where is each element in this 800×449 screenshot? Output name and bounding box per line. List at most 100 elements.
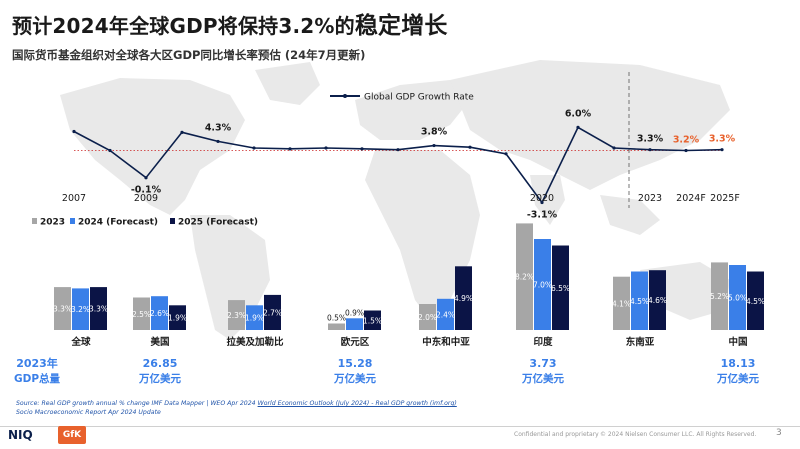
group-label-0: 全球 xyxy=(70,336,91,348)
gdp-point-2021 xyxy=(576,125,580,129)
gdp-total-value-4: 18.13 xyxy=(721,357,756,370)
source-note: Source: Real GDP growth annual % change … xyxy=(16,400,457,416)
gdp-point-2008 xyxy=(108,148,112,153)
group-label-7: 中国 xyxy=(728,336,747,348)
gdp-point-2020 xyxy=(540,200,544,205)
gdp-point-2011 xyxy=(216,139,220,144)
bar-3-0 xyxy=(328,323,345,330)
bar-0-1 xyxy=(72,288,89,330)
bar-3-2 xyxy=(364,310,381,330)
gdp-point-2019 xyxy=(504,152,508,156)
bar-label-5-1: 7.0% xyxy=(533,281,552,290)
gdp-total-unit-4: 万亿美元 xyxy=(716,372,759,385)
gdp-point-2007 xyxy=(72,129,76,134)
gdp-total-unit-1: 万亿美元 xyxy=(138,372,181,385)
gdp-point-2015 xyxy=(360,147,364,151)
group-label-3: 欧元区 xyxy=(341,336,370,348)
bar-label-2-2: 2.7% xyxy=(263,308,282,317)
bar-label-7-2: 4.5% xyxy=(746,297,765,306)
bar-legend-label-2: 2025 (Forecast) xyxy=(178,218,258,228)
gfk-logo: GfK xyxy=(58,426,86,444)
bar-0-0 xyxy=(54,287,71,330)
bar-7-1 xyxy=(729,265,746,330)
bar-6-1 xyxy=(631,271,648,330)
bar-legend-swatch-0 xyxy=(32,218,37,224)
gdp-total-value-0: 2023年 xyxy=(16,356,58,370)
bar-4-2 xyxy=(455,266,472,330)
bar-4-0 xyxy=(419,304,436,330)
gdp-total-value-1: 26.85 xyxy=(143,357,178,370)
group-label-1: 美国 xyxy=(149,336,169,348)
x-tick-2007: 2007 xyxy=(62,193,86,204)
x-tick-2009: 2009 xyxy=(134,193,158,204)
line-legend-dot xyxy=(343,94,347,98)
gdp-label-2017: 3.8% xyxy=(421,127,448,138)
bar-label-1-1: 2.6% xyxy=(150,309,169,318)
gdp-point-2016 xyxy=(396,148,400,152)
bar-label-6-1: 4.5% xyxy=(630,297,649,306)
bar-legend-swatch-2 xyxy=(170,218,175,224)
gdp-total-unit-3: 万亿美元 xyxy=(521,372,564,385)
bar-5-1 xyxy=(534,239,551,330)
bar-legend-label-0: 2023 xyxy=(40,218,65,228)
bar-label-5-2: 6.5% xyxy=(551,284,570,293)
line-legend-label: Global GDP Growth Rate xyxy=(364,93,474,103)
gdp-total-value-3: 3.73 xyxy=(529,357,556,370)
gdp-point-2022 xyxy=(612,146,616,150)
bar-label-7-1: 5.0% xyxy=(728,294,747,303)
group-label-4: 中东和中亚 xyxy=(422,336,470,348)
x-tick-2023: 2023 xyxy=(638,193,662,204)
bar-7-2 xyxy=(747,271,764,330)
x-tick-2020: 2020 xyxy=(530,193,554,204)
gdp-total-value-2: 15.28 xyxy=(338,357,373,370)
bar-label-1-0: 2.5% xyxy=(132,310,151,319)
bar-1-2 xyxy=(169,305,186,330)
gdp-label-2021: 6.0% xyxy=(565,108,592,119)
bar-0-2 xyxy=(90,287,107,330)
gdp-total-unit-0: GDP总量 xyxy=(14,372,61,385)
bar-label-4-0: 2.0% xyxy=(418,313,437,322)
gdp-point-2010 xyxy=(180,130,184,134)
bar-5-0 xyxy=(516,223,533,330)
gdp-label-2011: 4.3% xyxy=(205,122,232,133)
bar-label-6-2: 4.6% xyxy=(648,296,667,305)
bar-label-1-2: 1.9% xyxy=(168,314,187,323)
bar-2-2 xyxy=(264,294,281,330)
bar-6-2 xyxy=(649,270,666,330)
group-label-5: 印度 xyxy=(533,336,553,348)
bar-label-3-2: 1.5% xyxy=(363,316,382,325)
group-label-2: 拉美及加勒比 xyxy=(226,336,284,348)
bar-legend-label-1: 2024 (Forecast) xyxy=(78,218,158,228)
bar-label-7-0: 5.2% xyxy=(710,292,729,301)
bar-legend-swatch-1 xyxy=(70,218,75,224)
bar-2-0 xyxy=(228,300,245,330)
page-number: 3 xyxy=(776,428,782,438)
gdp-point-2009 xyxy=(144,176,148,180)
bar-3-1 xyxy=(346,318,363,330)
x-tick-2024F: 2024F xyxy=(676,193,706,204)
page-title: 预计2024年全球GDP将保持3.2%的稳定增长 xyxy=(12,13,448,39)
gdp-label-2023: 3.3% xyxy=(637,134,664,145)
gdp-point-2025 xyxy=(720,148,724,152)
page-subtitle: 国际货币基金组织对全球各大区GDP同比增长率预估 (24年7月更新) xyxy=(12,48,366,62)
niq-logo: NIQ xyxy=(8,428,33,442)
gdp-growth-line xyxy=(73,126,723,205)
bar-7-0 xyxy=(711,262,728,330)
bar-label-6-0: 4.1% xyxy=(612,299,631,308)
bar-label-2-0: 2.3% xyxy=(227,311,246,320)
gdp-point-2017 xyxy=(432,143,436,148)
bar-label-0-0: 3.3% xyxy=(53,305,72,314)
gdp-point-2013 xyxy=(288,147,292,151)
copyright-note: © 2024 Nielsen Consumer LLC. All Rights … xyxy=(600,431,757,438)
bar-label-3-0: 0.5% xyxy=(327,314,346,323)
bar-2-1 xyxy=(246,305,263,330)
gdp-point-2023 xyxy=(648,148,652,152)
confidential-note: Confidential and proprietary xyxy=(514,431,599,438)
bar-5-2 xyxy=(552,245,569,330)
bar-1-0 xyxy=(133,297,150,330)
gdp-total-unit-2: 万亿美元 xyxy=(333,372,376,385)
bar-label-2-1: 1.9% xyxy=(245,314,264,323)
source-link[interactable]: World Economic Outlook (July 2024) - Rea… xyxy=(257,400,457,407)
bar-label-4-2: 4.9% xyxy=(454,294,473,303)
